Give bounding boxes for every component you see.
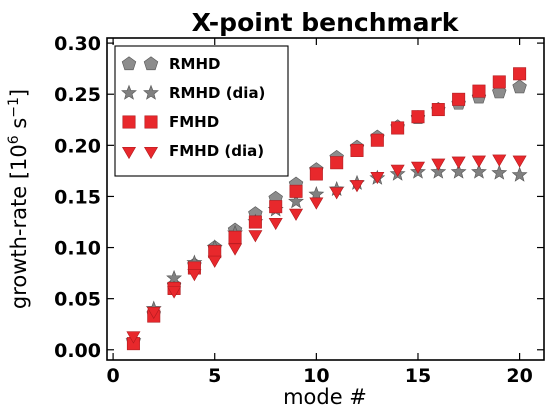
data-point-rmhd-dia [471,163,487,179]
data-point-fmhd [309,167,323,181]
y-tick-label: 0.10 [54,238,101,260]
legend: RMHD RMHD (dia) FMHD FMHD (dia) [114,45,289,177]
data-point-fmhd [330,156,344,170]
data-point-fmhd-dia [228,243,243,256]
data-point-fmhd-dia [187,269,202,282]
data-point-fmhd [248,215,262,229]
y-tick-label: 0.05 [54,289,101,311]
data-point-fmhd-dia [167,286,182,299]
y-tick-label: 0.15 [54,186,101,208]
data-point-fmhd-dia [146,306,161,320]
y-tick-label: 0.30 [54,33,101,55]
legend-marker-fmhd-dia [121,146,137,160]
legend-marker-rmhd [143,56,159,71]
y-axis-label-mid: s [7,118,31,136]
data-point-rmhd-dia [450,163,467,179]
data-point-fmhd-dia [431,158,446,171]
y-tick-label: 0.00 [54,340,101,362]
legend-marker-fmhd [144,115,158,129]
data-point-fmhd-dia [370,171,385,185]
y-tick-label: 0.20 [54,135,101,157]
data-point-fmhd [370,133,384,147]
x-tick-label: 20 [506,365,532,387]
legend-label-rmhd: RMHD [169,55,220,73]
data-point-fmhd [411,110,425,124]
chart-title: X-point benchmark [192,8,460,37]
data-point-fmhd-dia [329,187,344,200]
data-point-rmhd-dia [491,164,508,180]
data-point-fmhd-dia [268,217,283,231]
y-tick-label: 0.25 [54,84,101,106]
y-axis-label-exponent-2: −1 [6,97,22,118]
legend-label-rmhd-dia: RMHD (dia) [169,84,265,102]
x-tick-label: 0 [106,365,119,387]
legend-label-fmhd: FMHD [169,113,219,131]
data-point-rmhd-dia [288,193,304,209]
legend-box [114,45,289,177]
x-tick-label: 10 [303,365,329,387]
data-point-fmhd-dia [309,197,324,210]
data-point-fmhd-dia [471,155,486,168]
data-point-rmhd [512,79,527,94]
data-point-fmhd-dia [248,230,263,243]
data-point-rmhd-dia [166,269,183,285]
plot-frame [106,37,545,361]
legend-marker-rmhd-dia [121,84,137,100]
y-axis-label-exponent-1: 6 [6,135,22,144]
data-point-fmhd-dia [207,255,222,268]
data-point-fmhd-dia [512,155,527,168]
y-axis-label-base: growth-rate [10 [7,144,31,309]
data-point-rmhd-dia [511,166,528,182]
data-point-fmhd [289,184,303,198]
data-point-fmhd [269,200,283,214]
data-point-fmhd [391,121,405,135]
legend-marker-fmhd [122,115,136,129]
data-point-fmhd-dia [349,180,365,193]
data-point-fmhd-dia [126,331,141,344]
x-axis-label: mode # [283,385,367,409]
legend-marker-rmhd [121,56,137,71]
legend-marker-fmhd-dia [143,146,159,160]
legend-label-fmhd-dia: FMHD (dia) [169,142,264,160]
data-point-fmhd-dia [410,161,425,174]
data-point-fmhd [452,92,466,106]
data-point-fmhd-dia [390,164,405,177]
data-point-fmhd-dia [492,154,507,167]
data-point-fmhd-dia [451,156,466,169]
data-point-fmhd [350,143,364,157]
x-tick-label: 15 [405,365,431,387]
data-point-fmhd [492,75,506,89]
x-axis: 0 5 10 15 20 [106,38,533,387]
y-axis-label-end: ] [7,89,31,97]
y-axis: 0.00 0.05 0.10 0.15 0.20 0.25 0.30 [54,33,544,362]
y-axis-label: growth-rate [106 s−1] [6,89,31,309]
data-markers [125,67,528,351]
data-point-fmhd [431,103,445,117]
data-point-fmhd [513,67,527,81]
data-point-fmhd [228,230,242,244]
data-point-fmhd-dia [289,208,304,221]
legend-marker-rmhd-dia [143,84,159,100]
data-point-fmhd [472,84,486,98]
data-point-rmhd-dia [430,163,447,179]
x-tick-label: 5 [208,365,221,387]
